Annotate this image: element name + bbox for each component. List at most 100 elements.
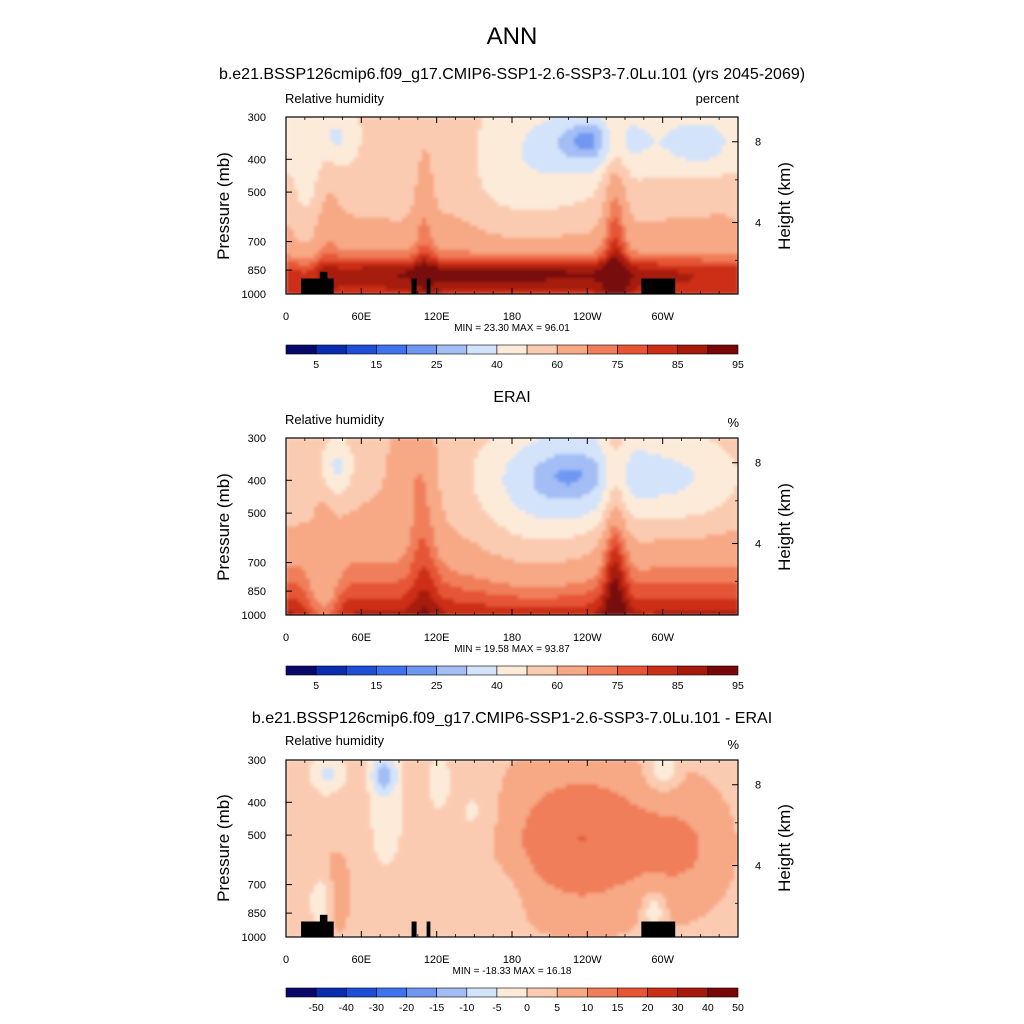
colorbar-label: -15	[429, 1002, 444, 1014]
stats-label: MIN = 23.30 MAX = 96.01	[454, 323, 570, 334]
y-tick-label: 700	[248, 880, 266, 892]
colorbar-label: 40	[491, 680, 503, 692]
x-tick-label: 120E	[424, 632, 450, 644]
terrain-mask	[319, 914, 328, 937]
y-tick-label: 400	[248, 154, 266, 166]
axes: 0 60E 120E 180 120W 60W 300 400 500 700 850 1000 8 4	[242, 755, 762, 966]
colorbar-segment	[376, 344, 407, 355]
y-tick-label: 1000	[242, 610, 266, 622]
colorbar-label: 0	[524, 1002, 530, 1014]
terrain-mask	[411, 278, 417, 294]
colorbar-segment	[466, 665, 498, 676]
colorbar-label: 5	[313, 359, 319, 371]
colorbar-segment	[315, 665, 347, 676]
colorbar-label: 5	[554, 1002, 560, 1014]
y-tick-label: 850	[248, 908, 266, 920]
colorbar-segment	[526, 987, 558, 998]
colorbar-label: 30	[672, 1002, 684, 1014]
x-tick-label: 120W	[573, 311, 602, 323]
contour-plot	[286, 438, 738, 615]
x-tick-label: 0	[283, 632, 289, 644]
colorbar-label: 25	[431, 680, 443, 692]
x-tick-label: 60E	[352, 311, 372, 323]
y2-tick-label: 8	[755, 780, 761, 792]
colorbar-segment	[345, 665, 377, 676]
x-tick-label: 60W	[651, 311, 674, 323]
y2-tick-label: 8	[755, 458, 761, 470]
colorbar-segment	[556, 344, 588, 355]
y-tick-label: 700	[248, 558, 266, 570]
colorbar-segment	[406, 665, 437, 676]
colorbar-segment	[466, 987, 498, 998]
y-tick-label: 500	[248, 830, 266, 842]
colorbar-label: 15	[371, 359, 383, 371]
colorbar-segment	[556, 987, 588, 998]
y-tick-label: 850	[248, 265, 266, 277]
colorbar-segment	[315, 987, 347, 998]
colorbar-label: 60	[551, 680, 563, 692]
colorbar-segment	[496, 665, 528, 676]
colorbar-segment	[376, 665, 407, 676]
colorbar-segment	[677, 987, 709, 998]
colorbar-segment	[436, 665, 468, 676]
y-axis-label: Pressure (mb)	[214, 794, 233, 902]
colorbar-segment	[436, 987, 468, 998]
colorbar-label: 15	[612, 1002, 624, 1014]
x-tick-label: 120E	[424, 311, 450, 323]
x-tick-label: 60E	[352, 954, 372, 966]
x-tick-label: 0	[283, 954, 289, 966]
colorbar-label: 40	[491, 359, 503, 371]
y-tick-label: 300	[248, 755, 266, 767]
colorbar-label: 25	[431, 359, 443, 371]
y-tick-label: 300	[248, 112, 266, 124]
panel-title: b.e21.BSSP126cmip6.f09_g17.CMIP6-SSP1-2.…	[252, 710, 772, 727]
contour-plot	[286, 760, 738, 937]
colorbar-segment	[677, 665, 709, 676]
colorbar-label: 60	[551, 359, 563, 371]
colorbar: -50 -40 -30 -20 -15 -10 -5 0 5 10 15 20 30 40 50	[285, 987, 744, 1014]
colorbar-segment	[466, 344, 498, 355]
panel-erai: ERAI Relative humidity % 0 60E 120E 180 120W…	[214, 389, 794, 692]
colorbar-segment	[647, 344, 679, 355]
terrain-mask	[301, 278, 334, 294]
colorbar-segment	[496, 344, 528, 355]
terrain-mask	[641, 278, 676, 294]
colorbar-label: 75	[612, 680, 624, 692]
contour-field	[286, 760, 738, 937]
figure-subtitle: b.e21.BSSP126cmip6.f09_g17.CMIP6-SSP1-2.…	[219, 66, 805, 83]
x-tick-label: 120W	[573, 954, 602, 966]
colorbar-segment	[285, 987, 317, 998]
right-label: %	[727, 415, 739, 430]
y-tick-label: 500	[248, 187, 266, 199]
y-tick-label: 850	[248, 586, 266, 598]
panel-difference: b.e21.BSSP126cmip6.f09_g17.CMIP6-SSP1-2.…	[214, 710, 794, 1014]
x-tick-label: 180	[503, 632, 521, 644]
colorbar-segment	[406, 987, 437, 998]
colorbar-segment	[677, 344, 709, 355]
colorbar-segment	[496, 987, 528, 998]
contour-field	[286, 117, 738, 294]
colorbar-segment	[587, 665, 618, 676]
axes: 0 60E 120E 180 120W 60W 300 400 500 700 850 1000 8 4	[242, 433, 762, 644]
x-tick-label: 120E	[424, 954, 450, 966]
y2-axis-label: Height (km)	[775, 804, 794, 892]
y-tick-label: 1000	[242, 289, 266, 301]
terrain-mask	[426, 278, 431, 294]
colorbar-segment	[526, 665, 558, 676]
colorbar-segment	[345, 987, 377, 998]
y2-axis-label: Height (km)	[775, 483, 794, 571]
colorbar-label: 85	[672, 359, 684, 371]
colorbar-label: 95	[732, 359, 744, 371]
right-label: %	[727, 737, 739, 752]
figure-title: ANN	[487, 23, 538, 50]
colorbar: 5 15 25 40 60 75 85 95	[285, 344, 744, 371]
x-tick-label: 60E	[352, 632, 372, 644]
colorbar-segment	[315, 344, 347, 355]
colorbar-segment	[285, 665, 317, 676]
contour-field	[286, 438, 738, 615]
y-tick-label: 500	[248, 508, 266, 520]
panel-model: Relative humidity percent 0 60E 120E 180 120…	[214, 91, 794, 371]
x-tick-label: 180	[503, 954, 521, 966]
left-label: Relative humidity	[285, 91, 384, 106]
colorbar-segment	[587, 987, 618, 998]
